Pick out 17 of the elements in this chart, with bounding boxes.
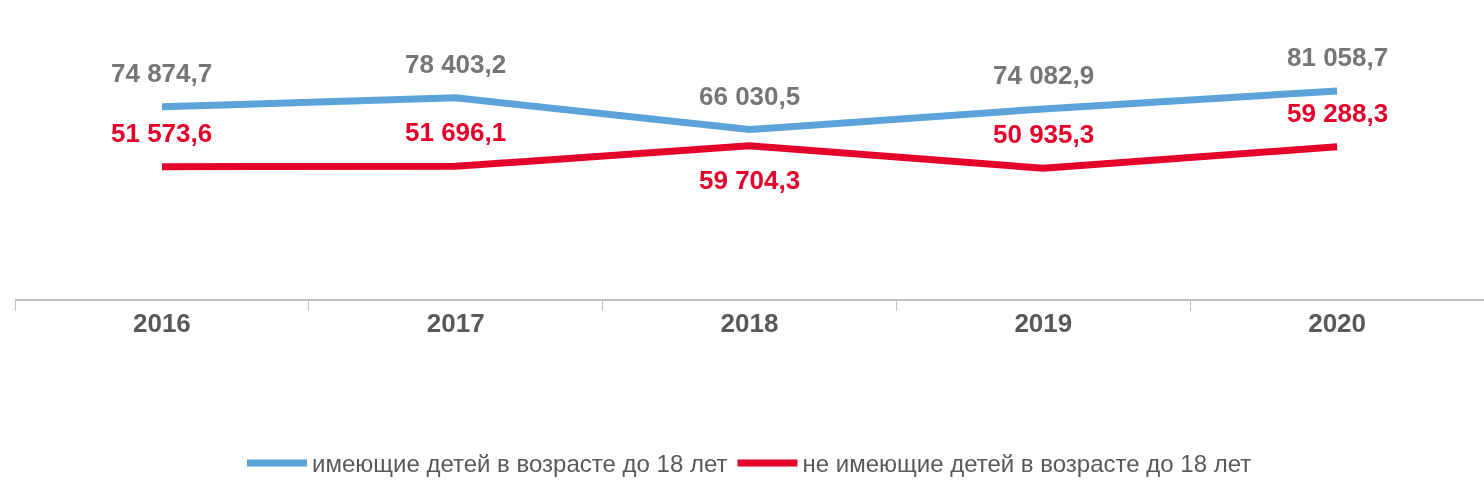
- data-label: 78 403,2: [405, 49, 507, 79]
- data-label: 51 573,6: [111, 118, 213, 148]
- data-label: 74 082,9: [993, 60, 1095, 90]
- data-label: 51 696,1: [405, 117, 507, 147]
- x-tick-label: 2020: [1308, 307, 1367, 338]
- data-label: 59 704,3: [699, 165, 801, 195]
- legend-label: имеющие детей в возрасте до 18 лет: [312, 450, 728, 478]
- legend-label: не имеющие детей в возрасте до 18 лет: [802, 450, 1252, 478]
- data-label: 66 030,5: [699, 81, 801, 111]
- x-tick-label: 2016: [132, 307, 191, 338]
- data-label: 81 058,7: [1287, 42, 1389, 72]
- x-tick-label: 2018: [720, 307, 779, 338]
- data-label: 74 874,7: [111, 58, 213, 88]
- data-label: 59 288,3: [1287, 98, 1389, 128]
- x-tick-label: 2017: [426, 307, 485, 338]
- x-tick-label: 2019: [1014, 307, 1073, 338]
- data-label: 50 935,3: [993, 119, 1095, 149]
